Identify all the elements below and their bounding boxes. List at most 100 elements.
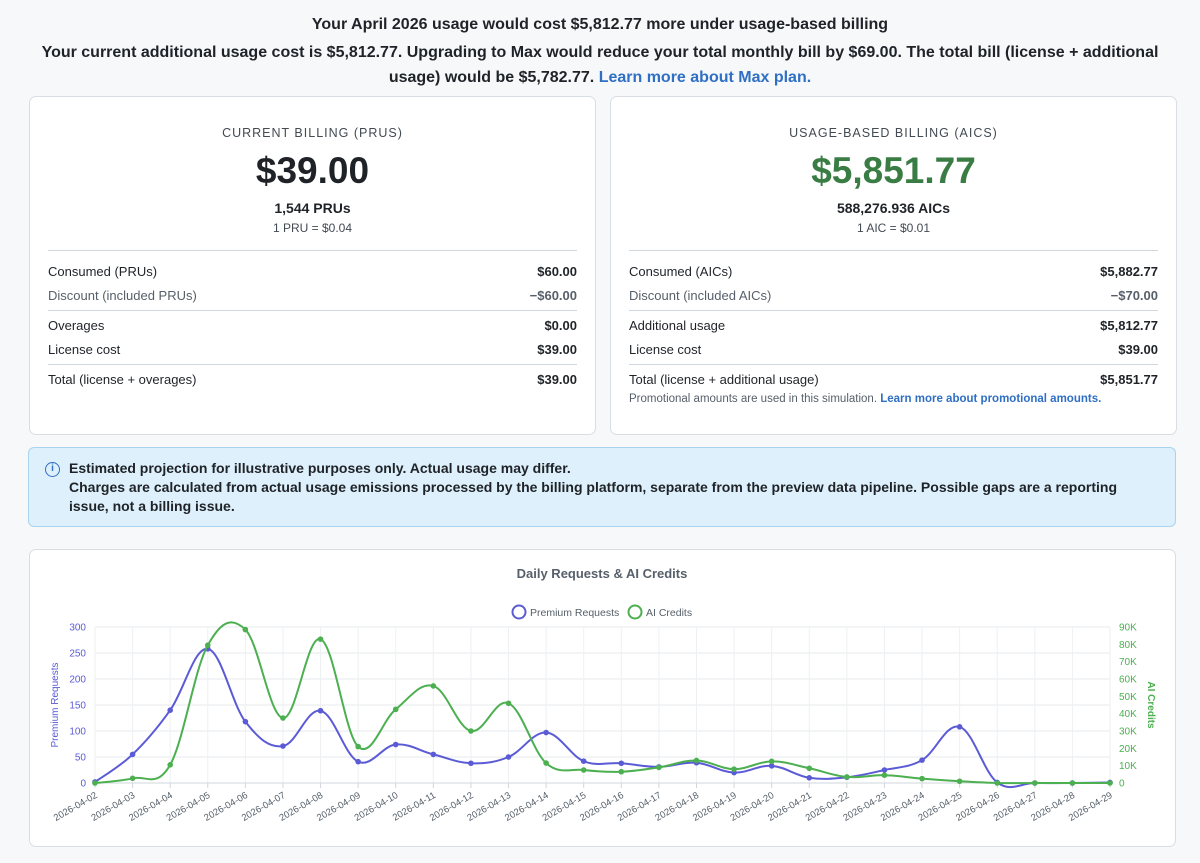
card-units: 1,544 PRUs bbox=[274, 200, 351, 216]
total-row: Total (license + overages) $39.00 bbox=[48, 369, 577, 389]
y2-tick-label: 50K bbox=[1119, 692, 1137, 703]
consumed-row: Consumed (PRUs) $60.00 bbox=[48, 261, 577, 281]
info-notice: i Estimated projection for illustrative … bbox=[28, 447, 1176, 527]
premium-requests-point bbox=[543, 729, 549, 736]
discount-row: Discount (included AICs) −$70.00 bbox=[629, 285, 1158, 305]
premium-requests-point bbox=[317, 707, 324, 714]
legend-label: AI Credits bbox=[646, 607, 692, 619]
ai-credits-point bbox=[468, 728, 474, 734]
premium-requests-point bbox=[580, 758, 587, 764]
premium-requests-point bbox=[167, 707, 173, 713]
row-label: Discount (included PRUs) bbox=[48, 287, 197, 303]
license-row: License cost $39.00 bbox=[629, 339, 1158, 359]
row-value: $0.00 bbox=[544, 317, 577, 333]
banner-subline: Your current additional usage cost is $5… bbox=[40, 40, 1160, 90]
ai-credits-point bbox=[355, 743, 361, 750]
row-label: Consumed (PRUs) bbox=[48, 263, 158, 279]
premium-requests-point bbox=[468, 760, 474, 767]
row-value: $60.00 bbox=[537, 263, 577, 279]
row-label: Total (license + additional usage) bbox=[629, 371, 819, 387]
ai-credits-point bbox=[693, 757, 700, 764]
premium-requests-point bbox=[768, 763, 775, 769]
row-value: $5,851.77 bbox=[1100, 371, 1158, 387]
ai-credits-point bbox=[92, 780, 98, 786]
ai-credits-point bbox=[1107, 780, 1113, 786]
row-label: Consumed (AICs) bbox=[629, 263, 733, 279]
promo-note: Promotional amounts are used in this sim… bbox=[629, 393, 1101, 405]
ai-credits-point bbox=[204, 642, 211, 648]
ai-credits-point bbox=[1069, 780, 1076, 786]
row-label: Total (license + overages) bbox=[48, 371, 197, 387]
additional-usage-row: Additional usage $5,812.77 bbox=[629, 315, 1158, 335]
chart-card: Daily Requests & AI Credits Premium Reque… bbox=[29, 549, 1176, 847]
divider bbox=[48, 364, 577, 365]
ai-credits-point bbox=[994, 780, 1001, 786]
ai-credits-point bbox=[919, 775, 925, 782]
y-tick-label: 200 bbox=[69, 675, 86, 686]
row-label: Discount (included AICs) bbox=[629, 287, 772, 303]
ai-credits-point bbox=[768, 758, 775, 765]
y2-tick-label: 10K bbox=[1119, 761, 1137, 772]
banner-headline: Your April 2026 usage would cost $5,812.… bbox=[311, 16, 889, 33]
notice-line2: Charges are calculated from actual usage… bbox=[69, 479, 1117, 514]
ai-credits-point bbox=[430, 683, 437, 689]
row-value: −$70.00 bbox=[1110, 287, 1158, 303]
ai-credits-point bbox=[580, 767, 587, 773]
premium-requests-point bbox=[505, 754, 512, 760]
license-row: License cost $39.00 bbox=[48, 339, 577, 359]
y-tick-label: 50 bbox=[75, 753, 87, 764]
premium-requests-point bbox=[956, 724, 963, 730]
current-billing-card: CURRENT BILLING (PRUS) $39.00 1,544 PRUs… bbox=[29, 96, 596, 435]
divider bbox=[48, 310, 577, 311]
y2-tick-label: 80K bbox=[1119, 640, 1137, 651]
banner-subline-text: Your current additional usage cost is $5… bbox=[41, 44, 1159, 86]
row-label: Additional usage bbox=[629, 317, 726, 333]
divider bbox=[629, 364, 1158, 365]
y-axis-title: Premium Requests bbox=[50, 662, 61, 747]
chart-title: Daily Requests & AI Credits bbox=[517, 566, 688, 581]
row-label: Overages bbox=[48, 317, 105, 333]
promo-link[interactable]: Learn more about promotional amounts. bbox=[880, 393, 1102, 405]
legend-marker bbox=[627, 604, 643, 620]
y-tick-label: 150 bbox=[69, 701, 86, 712]
y2-tick-label: 70K bbox=[1119, 657, 1137, 668]
ai-credits-point bbox=[881, 772, 888, 778]
ai-credits-point bbox=[317, 636, 324, 642]
row-value: $39.00 bbox=[537, 341, 577, 357]
y2-tick-label: 20K bbox=[1119, 744, 1137, 755]
row-value: $39.00 bbox=[1118, 341, 1158, 357]
card-rate: 1 PRU = $0.04 bbox=[272, 221, 353, 235]
premium-requests-point bbox=[129, 751, 136, 758]
y-tick-label: 100 bbox=[69, 727, 86, 738]
consumed-row: Consumed (AICs) $5,882.77 bbox=[629, 261, 1158, 281]
y2-tick-label: 90K bbox=[1119, 623, 1137, 634]
usage-billing-card: USAGE-BASED BILLING (AICS) $5,851.77 588… bbox=[610, 96, 1177, 435]
card-amount: $5,851.77 bbox=[811, 150, 976, 191]
row-value: −$60.00 bbox=[529, 287, 577, 303]
premium-requests-point bbox=[430, 751, 437, 758]
ai-credits-line bbox=[94, 621, 1110, 785]
row-label: License cost bbox=[629, 341, 702, 357]
card-label: USAGE-BASED BILLING (AICS) bbox=[789, 126, 998, 140]
ai-credits-point bbox=[731, 766, 737, 772]
legend-label: Premium Requests bbox=[530, 607, 619, 619]
card-rate: 1 AIC = $0.01 bbox=[856, 221, 931, 235]
row-value: $39.00 bbox=[537, 371, 577, 387]
premium-requests-point bbox=[806, 775, 813, 781]
y-tick-label: 0 bbox=[80, 779, 86, 790]
y-tick-label: 250 bbox=[69, 649, 86, 660]
ai-credits-point bbox=[505, 700, 512, 707]
ai-credits-point bbox=[129, 775, 136, 782]
daily-requests-chart: Daily Requests & AI Credits Premium Reque… bbox=[50, 566, 1156, 824]
premium-requests-line bbox=[94, 647, 1111, 789]
y2-tick-label: 30K bbox=[1119, 727, 1137, 738]
max-plan-link[interactable]: Learn more about Max plan. bbox=[598, 69, 812, 86]
notice-text: Estimated projection for illustrative pu… bbox=[69, 459, 1159, 516]
ai-credits-point bbox=[392, 706, 399, 713]
premium-requests-point bbox=[280, 743, 286, 749]
divider bbox=[48, 250, 577, 251]
total-row: Total (license + additional usage) $5,85… bbox=[629, 369, 1158, 389]
divider bbox=[629, 310, 1158, 311]
y2-axis-title: AI Credits bbox=[1145, 681, 1156, 729]
premium-requests-point bbox=[392, 741, 399, 748]
